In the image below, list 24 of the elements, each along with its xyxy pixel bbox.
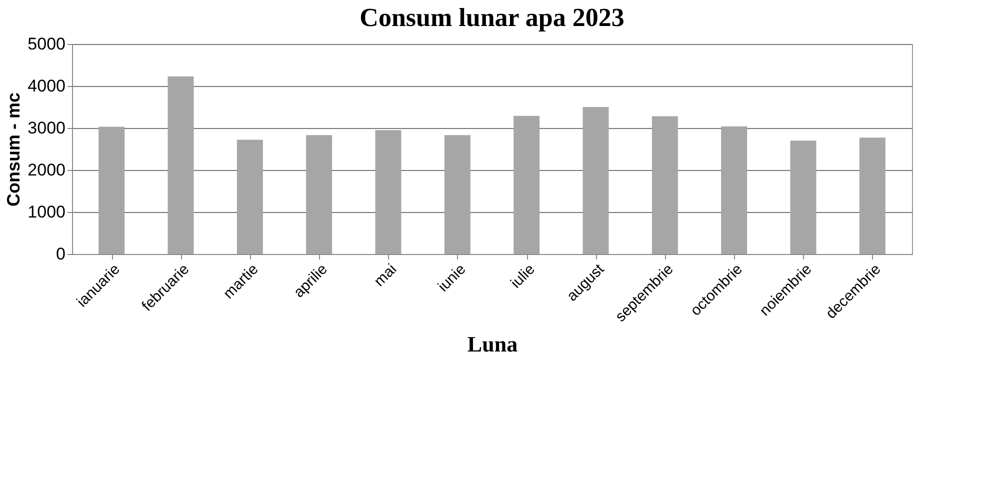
- x-tick-label: iunie: [434, 260, 470, 296]
- bar: [514, 116, 540, 254]
- x-tick-label: mai: [370, 260, 400, 290]
- bar: [236, 140, 263, 254]
- y-tick-label: 0: [56, 244, 66, 264]
- bar: [582, 107, 609, 254]
- y-tick-label: 2000: [28, 160, 66, 180]
- bar: [306, 135, 332, 254]
- bar: [375, 130, 402, 254]
- bar: [859, 138, 886, 254]
- bar: [652, 116, 678, 254]
- bar: [721, 126, 748, 254]
- bar: [98, 126, 125, 254]
- bar: [168, 76, 194, 254]
- bar: [790, 140, 816, 254]
- y-tick-label: 3000: [28, 118, 66, 138]
- y-tick-label: 5000: [28, 34, 66, 54]
- y-tick-label: 1000: [28, 202, 66, 222]
- y-tick-label: 4000: [28, 76, 66, 96]
- bar: [444, 135, 470, 254]
- x-axis-title: Luna: [467, 332, 518, 357]
- x-tick-label: iulie: [508, 260, 538, 292]
- y-axis-title: Consum - mc: [4, 92, 24, 207]
- chart-title: Consum lunar apa 2023: [360, 3, 624, 32]
